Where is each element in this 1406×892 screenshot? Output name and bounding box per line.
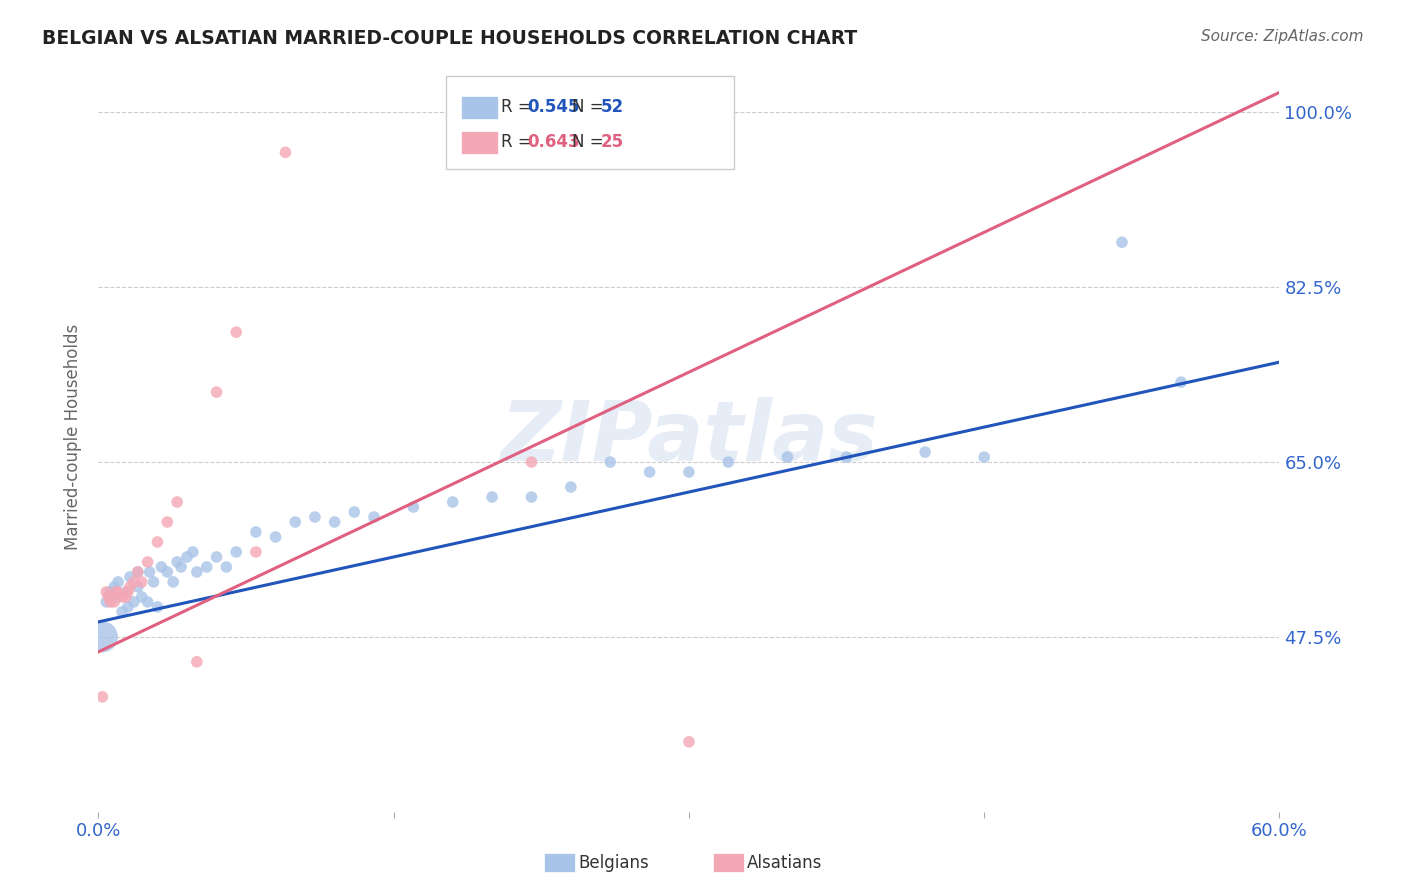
- Point: [117, 585, 139, 599]
- Point: [118, 570, 141, 584]
- Point: [122, 574, 145, 589]
- Text: 25: 25: [600, 133, 623, 151]
- Point: [181, 545, 204, 559]
- Point: [91, 690, 114, 704]
- Text: Source: ZipAtlas.com: Source: ZipAtlas.com: [1201, 29, 1364, 44]
- Point: [599, 455, 621, 469]
- Point: [520, 490, 543, 504]
- Point: [127, 565, 149, 579]
- Point: [166, 495, 188, 509]
- Point: [131, 574, 153, 589]
- Point: [115, 585, 138, 599]
- Point: [97, 590, 120, 604]
- Point: [678, 465, 700, 479]
- Point: [136, 555, 159, 569]
- Point: [96, 595, 118, 609]
- Point: [150, 560, 173, 574]
- Point: [245, 545, 267, 559]
- Point: [274, 145, 297, 160]
- Point: [91, 630, 114, 644]
- Text: 0.545: 0.545: [527, 98, 579, 116]
- Text: R =: R =: [501, 133, 537, 151]
- Point: [441, 495, 464, 509]
- Point: [638, 465, 661, 479]
- Text: BELGIAN VS ALSATIAN MARRIED-COUPLE HOUSEHOLDS CORRELATION CHART: BELGIAN VS ALSATIAN MARRIED-COUPLE HOUSE…: [42, 29, 858, 47]
- Point: [678, 735, 700, 749]
- Point: [323, 515, 346, 529]
- Point: [225, 325, 247, 339]
- Point: [115, 590, 138, 604]
- Point: [835, 450, 858, 464]
- Point: [107, 590, 129, 604]
- Point: [131, 590, 153, 604]
- Text: Belgians: Belgians: [578, 854, 650, 871]
- Point: [162, 574, 184, 589]
- Point: [717, 455, 740, 469]
- Point: [343, 505, 366, 519]
- Point: [127, 580, 149, 594]
- Point: [146, 599, 169, 614]
- Point: [304, 510, 326, 524]
- Text: N =: N =: [572, 98, 609, 116]
- Point: [111, 590, 134, 604]
- Point: [96, 585, 118, 599]
- Text: 0.643: 0.643: [527, 133, 579, 151]
- Point: [105, 585, 128, 599]
- Point: [186, 655, 208, 669]
- Point: [136, 595, 159, 609]
- Text: Alsatians: Alsatians: [747, 854, 823, 871]
- Point: [107, 585, 129, 599]
- Point: [520, 455, 543, 469]
- Point: [156, 565, 179, 579]
- Text: 52: 52: [600, 98, 623, 116]
- Point: [1111, 235, 1133, 250]
- Point: [363, 510, 385, 524]
- Point: [176, 549, 198, 564]
- Point: [103, 595, 125, 609]
- Point: [138, 565, 160, 579]
- Point: [98, 585, 121, 599]
- Point: [914, 445, 936, 459]
- Point: [156, 515, 179, 529]
- Point: [107, 574, 129, 589]
- Point: [118, 580, 141, 594]
- Point: [481, 490, 503, 504]
- Point: [195, 560, 218, 574]
- Point: [103, 580, 125, 594]
- Text: N =: N =: [572, 133, 609, 151]
- Point: [127, 565, 149, 579]
- Text: ZIPatlas: ZIPatlas: [501, 397, 877, 477]
- Point: [973, 450, 995, 464]
- Point: [205, 549, 228, 564]
- Point: [225, 545, 247, 559]
- Point: [98, 595, 121, 609]
- Point: [245, 524, 267, 539]
- Point: [264, 530, 287, 544]
- Point: [205, 385, 228, 400]
- Point: [146, 535, 169, 549]
- Point: [122, 595, 145, 609]
- Point: [402, 500, 425, 514]
- Point: [215, 560, 238, 574]
- Point: [170, 560, 193, 574]
- Point: [117, 599, 139, 614]
- Point: [560, 480, 582, 494]
- Point: [166, 555, 188, 569]
- Point: [776, 450, 799, 464]
- Point: [186, 565, 208, 579]
- Text: R =: R =: [501, 98, 537, 116]
- Point: [111, 605, 134, 619]
- Y-axis label: Married-couple Households: Married-couple Households: [65, 324, 83, 550]
- Point: [284, 515, 307, 529]
- Point: [1170, 375, 1192, 389]
- Point: [142, 574, 165, 589]
